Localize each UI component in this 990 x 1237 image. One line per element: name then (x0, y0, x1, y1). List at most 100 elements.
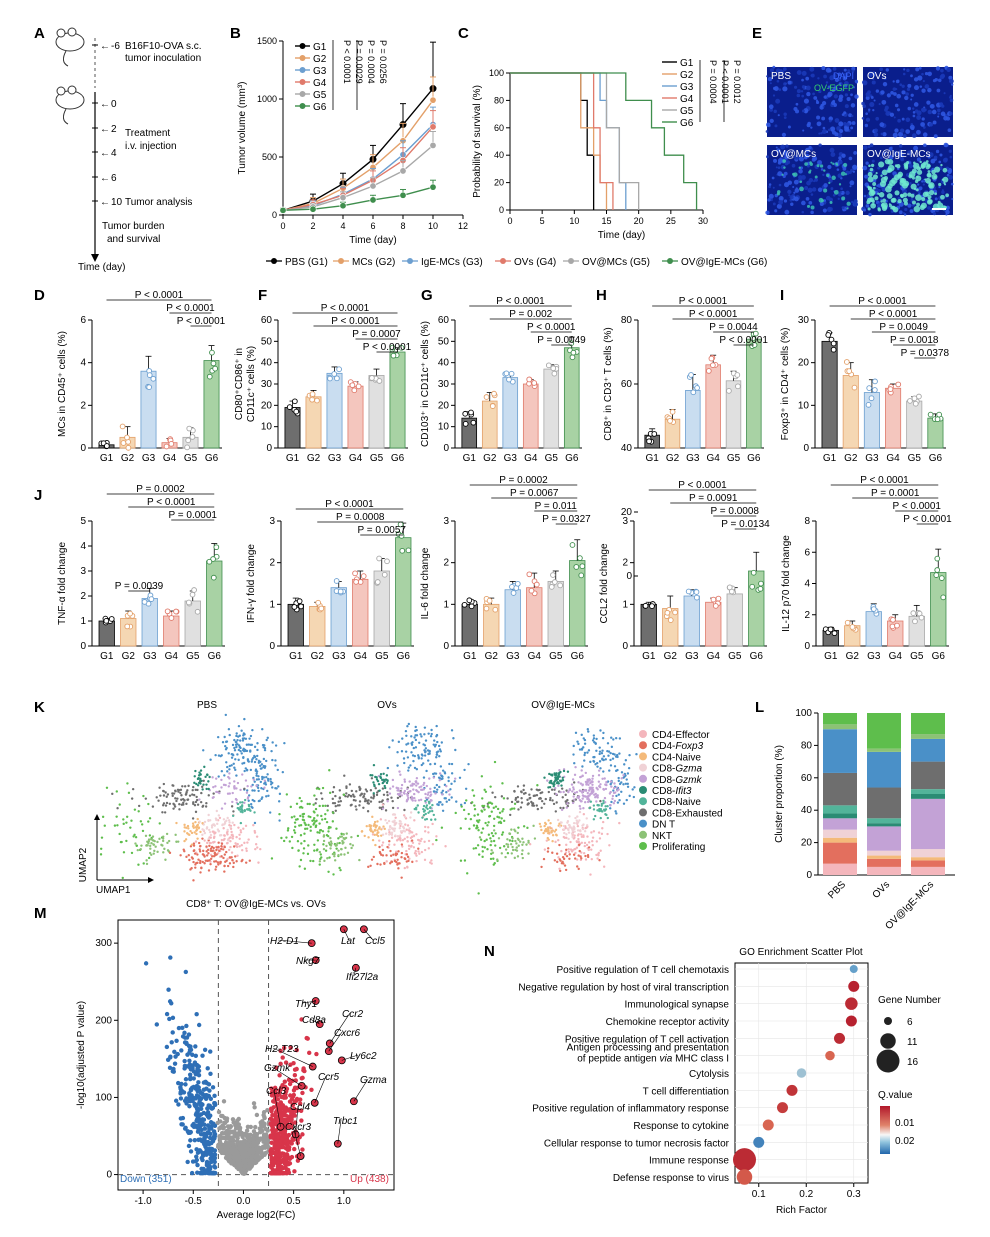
nucleus-dot (907, 106, 912, 111)
umap-cell (447, 779, 450, 783)
umap-cell (266, 777, 270, 781)
umap-cell (193, 849, 196, 852)
umap-cell (582, 795, 585, 798)
replicate-point (492, 606, 499, 613)
umap-cell (393, 829, 396, 833)
egfp-signal (828, 181, 831, 184)
umap-cell (577, 742, 580, 746)
umap-cell (409, 836, 413, 840)
egfp-signal (902, 192, 908, 198)
umap-cell (496, 807, 500, 811)
umap-cell (591, 777, 594, 780)
umap-cell (620, 777, 623, 780)
y-tick-label: 40 (801, 805, 813, 816)
umap-cell (414, 852, 418, 855)
umap-cell (385, 854, 388, 857)
gene-point-ns (231, 1129, 237, 1134)
egfp-signal (942, 167, 948, 173)
umap-cell (147, 856, 151, 860)
timeline-text: Tumor analysis (125, 197, 192, 208)
umap-cell (327, 870, 330, 873)
umap-cell (531, 802, 534, 805)
y-tick-label: 1500 (257, 36, 277, 46)
replicate-point (104, 443, 110, 449)
umap-cell (411, 782, 414, 785)
dapi-label: DAPI (833, 71, 854, 81)
nucleus-dot (904, 95, 909, 101)
umap-cell (422, 743, 425, 746)
nucleus-dot (782, 86, 788, 92)
umap-cell (162, 782, 166, 786)
stack-segment (911, 734, 945, 739)
umap-cell (379, 773, 383, 776)
egfp-signal (889, 179, 896, 187)
nucleus-dot (821, 66, 826, 71)
umap-cell (598, 808, 602, 811)
umap-cell (528, 843, 532, 846)
replicate-point (336, 366, 342, 373)
umap-cell (274, 744, 278, 747)
p-value-label: P < 0.0001 (689, 309, 738, 320)
micrograph-1 (863, 67, 953, 137)
umap-cell (422, 813, 426, 817)
umap-cell (247, 760, 250, 763)
nucleus-dot (852, 164, 858, 170)
bar-G6 (203, 360, 220, 449)
nucleus-dot (837, 197, 840, 201)
y-tick-label: 6 (80, 315, 86, 326)
umap-cell (293, 821, 297, 824)
umap-cell (582, 813, 586, 816)
egfp-signal (880, 200, 883, 203)
egfp-signal (899, 194, 903, 197)
umap-cell (256, 742, 259, 745)
umap2-label: UMAP2 (78, 847, 89, 882)
cluster-legend-swatch (639, 741, 647, 750)
egfp-signal (823, 169, 826, 172)
x-tick-label: G6 (571, 651, 585, 662)
umap-cell (226, 841, 229, 845)
umap-cell (600, 804, 603, 807)
umap-cell (249, 802, 253, 806)
stack-segment (823, 729, 857, 773)
umap-cell (426, 793, 430, 796)
umap-cell (585, 843, 589, 847)
umap-cell (209, 847, 213, 850)
umap-cell (195, 826, 198, 829)
legend-label: IgE-MCs (G3) (421, 257, 483, 268)
umap-cell (196, 823, 200, 827)
umap-cell (314, 824, 318, 827)
umap-cell (556, 860, 559, 864)
nucleus-dot (783, 82, 787, 86)
nucleus-dot (869, 102, 875, 108)
nucleus-dot (919, 85, 923, 88)
umap-cell (430, 732, 433, 736)
umap-cell (439, 750, 442, 753)
umap-cell (391, 739, 394, 742)
nucleus-dot (813, 96, 818, 100)
umap-cell (332, 873, 335, 876)
umap-cell (116, 807, 119, 810)
umap-cell (381, 778, 384, 782)
umap-cell (193, 831, 196, 834)
umap-cell (261, 775, 264, 779)
umap-cell (487, 806, 490, 809)
umap-cell (205, 783, 208, 786)
umap-cell (263, 766, 267, 769)
y-tick-label: 0 (106, 1170, 112, 1181)
umap-cell (298, 824, 301, 827)
umap-cell (427, 811, 430, 814)
umap-cell (422, 762, 425, 765)
p-value-label: P = 0.0002 (136, 484, 185, 495)
replicate-point (642, 603, 649, 609)
umap-cell (325, 820, 329, 824)
nucleus-dot (864, 182, 869, 187)
egfp-signal (926, 199, 933, 205)
umap-cell (611, 752, 615, 756)
umap-cell (521, 849, 524, 852)
umap-cell (253, 760, 257, 764)
umap-cell (469, 817, 473, 821)
umap-cell (142, 794, 145, 798)
umap-cell (408, 780, 411, 783)
umap-cell (602, 799, 605, 803)
umap-cell (287, 827, 290, 830)
